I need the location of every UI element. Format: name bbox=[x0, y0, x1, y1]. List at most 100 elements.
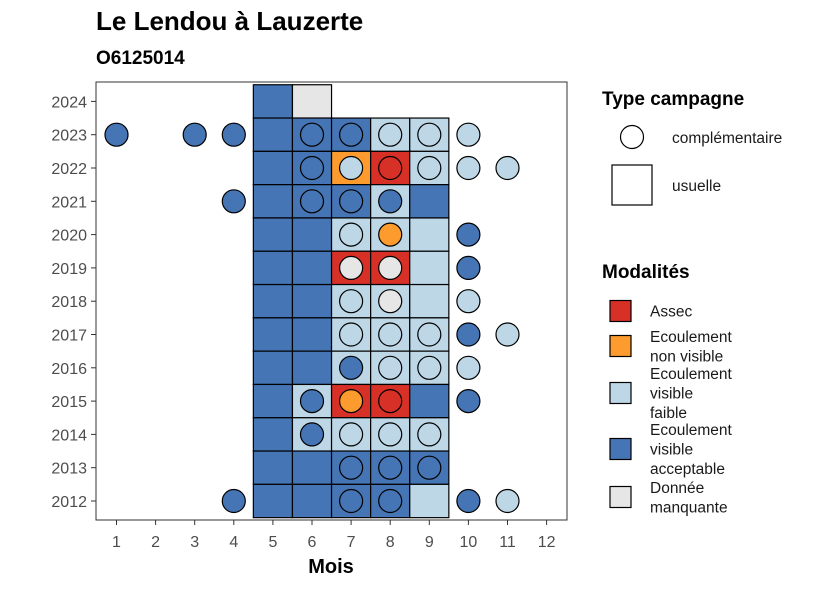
complementaire-point bbox=[339, 255, 364, 280]
legend-title: Type campagne bbox=[602, 89, 744, 110]
y-tick-label: 2021 bbox=[51, 194, 87, 211]
complementaire-point bbox=[378, 322, 403, 347]
legend-label-line: visible bbox=[650, 386, 693, 403]
complementaire-point bbox=[299, 155, 325, 181]
y-tick-label: 2018 bbox=[51, 294, 87, 311]
complementaire-point bbox=[456, 155, 481, 181]
usuelle-cell bbox=[252, 250, 294, 286]
usuelle-cell bbox=[291, 317, 333, 352]
complementaire-point bbox=[299, 389, 325, 414]
usuelle-cell bbox=[252, 217, 294, 252]
complementaire-point bbox=[456, 322, 481, 347]
y-tick-label: 2013 bbox=[51, 461, 87, 478]
legend-label-line: faible bbox=[650, 405, 687, 422]
complementaire-point bbox=[378, 222, 403, 247]
usuelle-cell bbox=[291, 450, 333, 485]
legend-type-campagne: Type campagne complémentaire usuelle bbox=[602, 89, 782, 206]
x-tick-label: 8 bbox=[386, 534, 395, 551]
legend-label-line: manquante bbox=[650, 499, 728, 516]
legend-label: Ecoulement visible acceptable bbox=[650, 422, 733, 478]
x-tick-label: 12 bbox=[538, 534, 556, 551]
legend-label-line: non visible bbox=[650, 348, 723, 365]
complementaire-point bbox=[495, 155, 520, 181]
legend-label-line: Assec bbox=[650, 304, 692, 321]
complementaire-point bbox=[456, 289, 481, 314]
complementaire-points bbox=[104, 122, 520, 514]
x-tick-label: 6 bbox=[308, 534, 317, 551]
x-tick-label: 4 bbox=[229, 534, 238, 551]
x-tick-label: 7 bbox=[347, 534, 356, 551]
legend-key-square bbox=[611, 164, 653, 206]
y-tick-label: 2017 bbox=[51, 328, 87, 345]
complementaire-point bbox=[339, 222, 364, 247]
legend-key bbox=[609, 299, 632, 323]
complementaire-point bbox=[221, 189, 246, 214]
usuelle-cell bbox=[252, 350, 294, 386]
y-tick-label: 2023 bbox=[51, 128, 87, 145]
legend-label-line: acceptable bbox=[650, 461, 725, 478]
usuelle-cell bbox=[252, 117, 294, 152]
legend-key bbox=[609, 485, 632, 509]
y-tick-label: 2015 bbox=[51, 394, 87, 411]
complementaire-point bbox=[456, 389, 481, 414]
legend-label-line: Ecoulement bbox=[650, 422, 733, 439]
legend-key bbox=[609, 334, 632, 358]
x-tick-label: 3 bbox=[190, 534, 199, 551]
x-axis-title: Mois bbox=[308, 556, 354, 578]
legend-label-line: Ecoulement bbox=[650, 366, 733, 383]
complementaire-point bbox=[417, 155, 442, 181]
complementaire-point bbox=[417, 422, 442, 447]
complementaire-point bbox=[378, 355, 403, 380]
chart-subtitle: O6125014 bbox=[96, 48, 185, 69]
usuelle-cell bbox=[409, 483, 450, 519]
usuelle-cell bbox=[252, 417, 294, 452]
complementaire-point bbox=[299, 122, 325, 147]
y-tick-label: 2019 bbox=[51, 261, 87, 278]
usuelle-cell bbox=[291, 283, 333, 319]
legend-label: Ecoulement non visible bbox=[650, 329, 733, 366]
usuelle-cell bbox=[252, 150, 294, 186]
x-tick-label: 2 bbox=[151, 534, 160, 551]
y-axis: 2012 2013 2014 2015 2016 2017 2018 2019 2020 2021… bbox=[51, 94, 96, 511]
usuelle-cell bbox=[252, 450, 294, 485]
complementaire-point bbox=[456, 255, 481, 280]
legend-label: complémentaire bbox=[672, 130, 782, 147]
complementaire-point bbox=[339, 422, 364, 447]
complementaire-point bbox=[456, 122, 481, 147]
complementaire-point bbox=[417, 455, 442, 480]
y-tick-label: 2014 bbox=[51, 427, 87, 444]
y-tick-label: 2024 bbox=[51, 94, 87, 111]
usuelle-cell bbox=[252, 317, 294, 352]
complementaire-point bbox=[339, 322, 364, 347]
complementaire-point bbox=[378, 122, 403, 147]
x-tick-label: 1 bbox=[112, 534, 121, 551]
usuelle-cell bbox=[291, 250, 333, 286]
complementaire-point bbox=[339, 455, 364, 480]
y-tick-label: 2012 bbox=[51, 494, 87, 511]
complementaire-point bbox=[221, 122, 246, 147]
legend-label: usuelle bbox=[672, 178, 721, 195]
complementaire-point bbox=[378, 189, 403, 214]
usuelle-cell bbox=[291, 483, 333, 519]
complementaire-point bbox=[495, 322, 520, 347]
legend-label: Donnée manquante bbox=[650, 480, 728, 517]
complementaire-point bbox=[339, 122, 364, 147]
legend-title: Modalités bbox=[602, 262, 690, 283]
usuelle-cell bbox=[291, 84, 333, 119]
complementaire-point bbox=[456, 222, 481, 247]
y-tick-label: 2022 bbox=[51, 161, 87, 178]
usuelle-cell bbox=[291, 350, 333, 386]
complementaire-point bbox=[339, 355, 364, 380]
legend-key-circle bbox=[619, 124, 645, 150]
x-tick-label: 5 bbox=[268, 534, 277, 551]
usuelle-cell bbox=[409, 217, 450, 252]
complementaire-point bbox=[495, 488, 520, 514]
complementaire-point bbox=[378, 455, 403, 480]
complementaire-point bbox=[339, 289, 364, 314]
complementaire-point bbox=[378, 289, 403, 314]
usuelle-cell bbox=[409, 250, 450, 286]
complementaire-point bbox=[417, 355, 442, 380]
y-tick-label: 2016 bbox=[51, 361, 87, 378]
